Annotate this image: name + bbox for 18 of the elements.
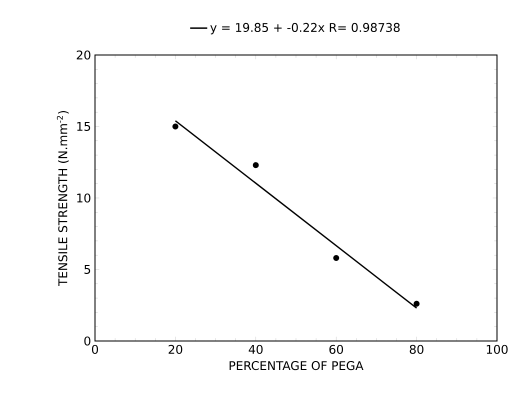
point: [172, 123, 178, 130]
x-tick-label: 40: [248, 344, 263, 354]
x-tick-label: 0: [92, 344, 98, 354]
y-tick-label: 15: [77, 122, 90, 131]
y-tick-label: 0: [84, 336, 90, 346]
y-tick-label: 5: [84, 265, 90, 274]
y-tick-label: 20: [76, 50, 90, 60]
y-axis-title: TENSILE STRENGTH (N.mm$^{-2}$): [56, 111, 69, 286]
point: [333, 255, 340, 262]
legend-label: y = 19.85 + -0.22x R= 0.98738: [210, 22, 400, 34]
x-tick-label: 60: [329, 344, 344, 354]
x-tick-label: 100: [486, 344, 508, 354]
point: [252, 162, 259, 168]
x-axis-title: PERCENTAGE OF PEGA: [230, 361, 364, 370]
x-tick-label: 20: [168, 344, 182, 354]
y-tick-label: 10: [77, 193, 90, 203]
point: [414, 300, 420, 307]
x-tick-label: 80: [410, 344, 424, 354]
